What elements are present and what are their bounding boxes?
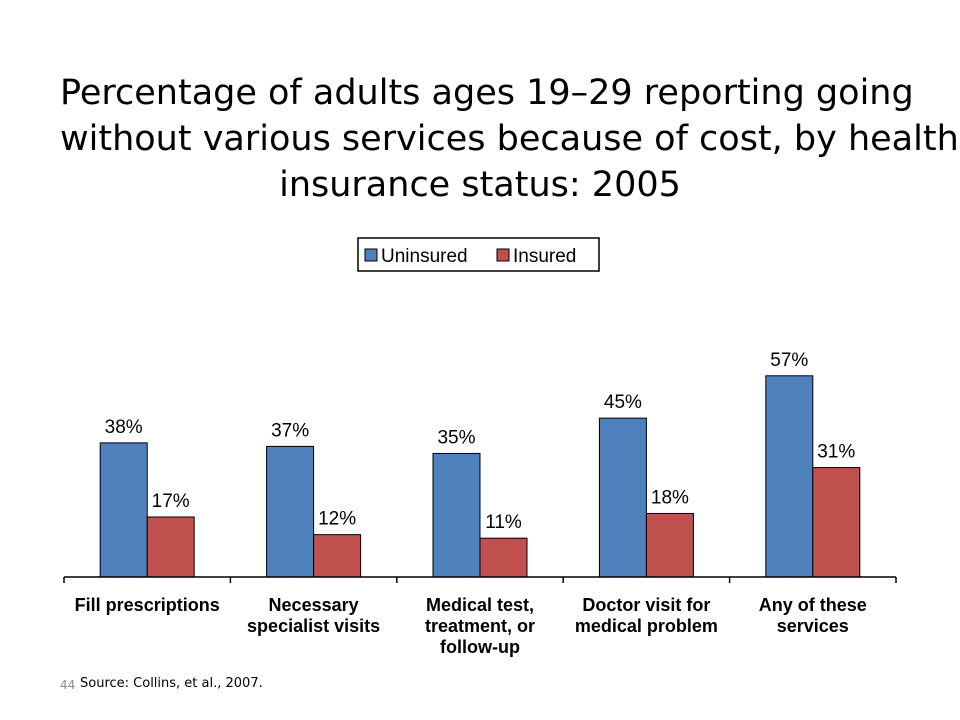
value-label-uninsured-2: 35% <box>437 427 475 448</box>
bar-insured-3 <box>645 512 694 578</box>
bar-insured-4 <box>812 467 861 578</box>
value-label-insured-3: 18% <box>651 487 689 508</box>
value-label-uninsured-4: 57% <box>770 350 808 371</box>
value-label-uninsured-3: 45% <box>604 392 642 413</box>
x-axis <box>63 576 897 583</box>
bar-uninsured-3 <box>598 417 647 578</box>
bar-uninsured-0 <box>99 442 148 578</box>
legend-swatch-insured <box>496 248 510 262</box>
category-label-3-0: Doctor visit for <box>582 595 710 615</box>
bar-uninsured-4 <box>765 375 814 578</box>
value-label-insured-4: 31% <box>817 442 855 463</box>
title-line-2: without various services because of cost… <box>60 119 959 159</box>
bar-insured-2 <box>479 537 528 578</box>
category-label-2-2: follow-up <box>440 637 520 657</box>
title-line-3: insurance status: 2005 <box>279 165 681 205</box>
category-label-2-0: Medical test, <box>426 595 534 615</box>
category-label-0-0: Fill prescriptions <box>75 595 220 615</box>
value-label-uninsured-1: 37% <box>271 420 309 441</box>
bar-insured-0 <box>146 516 195 578</box>
category-label-4-0: Any of these <box>759 595 867 615</box>
source-note: Source: Collins, et al., 2007. <box>80 676 263 691</box>
value-label-insured-1: 12% <box>318 509 356 530</box>
category-label-1-0: Necessary <box>269 595 359 615</box>
legend-label-uninsured: Uninsured <box>381 246 468 267</box>
page-number: 44 <box>60 678 76 692</box>
category-label-3-1: medical problem <box>575 616 718 636</box>
value-label-insured-2: 11% <box>485 512 522 533</box>
legend-label-insured: Insured <box>513 246 576 267</box>
category-label-1-1: specialist visits <box>247 616 380 636</box>
slide-title: Percentage of adults ages 19–29 reportin… <box>60 70 959 208</box>
legend-swatch-uninsured <box>364 248 378 262</box>
title-line-1: Percentage of adults ages 19–29 reportin… <box>60 73 914 113</box>
legend: Uninsured Insured <box>357 237 600 272</box>
bars: 38% 17% 37% 12% 35% 11% 45% 18% 57% 31% <box>99 350 861 578</box>
bar-insured-1 <box>313 534 362 578</box>
bar-uninsured-1 <box>266 445 315 578</box>
value-label-uninsured-0: 38% <box>105 417 143 438</box>
category-label-4-1: services <box>777 616 849 636</box>
bar-uninsured-2 <box>432 452 481 578</box>
category-label-2-1: treatment, or <box>425 616 535 636</box>
legend-box <box>357 237 600 272</box>
value-label-insured-0: 17% <box>152 491 190 512</box>
